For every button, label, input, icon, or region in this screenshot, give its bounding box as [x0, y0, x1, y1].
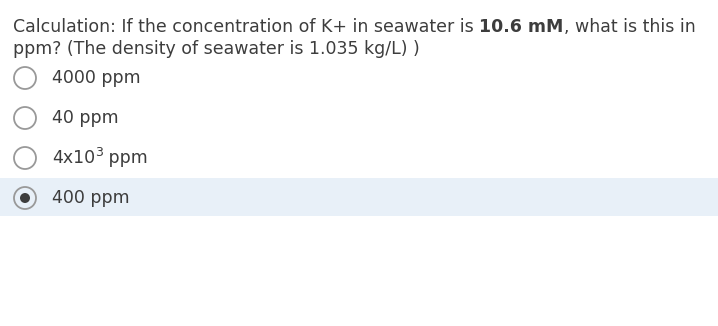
Text: 400 ppm: 400 ppm [52, 189, 130, 207]
Circle shape [20, 193, 30, 203]
Text: Calculation: If the concentration of K+ in seawater is: Calculation: If the concentration of K+ … [13, 18, 479, 36]
Bar [0, 178, 718, 216]
Text: 3: 3 [95, 145, 103, 158]
Text: 10.6 mM: 10.6 mM [479, 18, 564, 36]
Text: ppm: ppm [103, 149, 148, 167]
Text: 4000 ppm: 4000 ppm [52, 69, 141, 87]
Text: , what is this in: , what is this in [564, 18, 695, 36]
Text: 40 ppm: 40 ppm [52, 109, 118, 127]
Text: ppm? (The density of seawater is 1.035 kg/L) ): ppm? (The density of seawater is 1.035 k… [13, 40, 420, 58]
Text: 4x10: 4x10 [52, 149, 95, 167]
